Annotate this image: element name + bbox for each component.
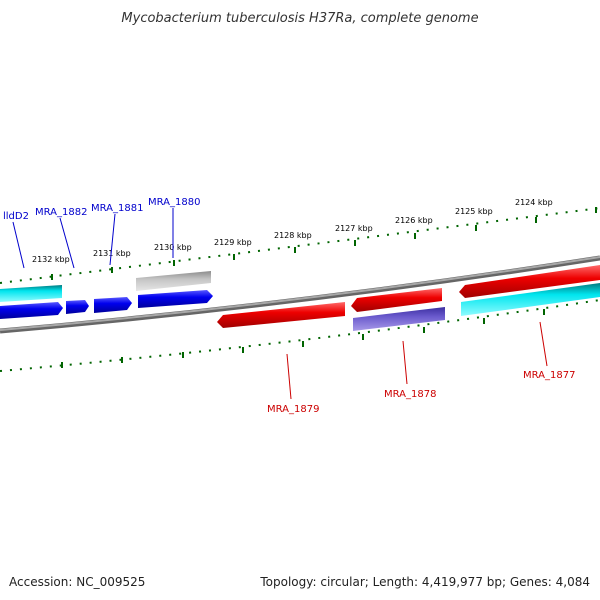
gene-feature-cyan-right[interactable] — [461, 283, 600, 316]
gene-arrow-MRA_1882[interactable] — [66, 300, 89, 314]
gene-arrow-MRA_1878[interactable] — [351, 288, 442, 312]
accession-text: Accession: NC_009525 — [9, 575, 145, 589]
gene-arrow-MRA_1880[interactable] — [138, 290, 213, 308]
gene-label-MRA_1882[interactable]: MRA_1882 — [35, 207, 87, 218]
gene-feature-purple[interactable] — [353, 307, 445, 331]
inner-ruler — [0, 299, 600, 372]
gene-arrow-MRA_1877[interactable] — [459, 265, 600, 298]
gene-arrow-lldD2[interactable] — [0, 302, 63, 319]
gene-label-lldD2[interactable]: lldD2 — [3, 211, 29, 222]
gene-feature-cyan[interactable] — [0, 285, 62, 302]
kbp-label: 2125 kbp — [455, 207, 493, 216]
gene-arrow-MRA_1881[interactable] — [94, 297, 132, 313]
reverse-genes — [217, 265, 600, 331]
kbp-label: 2124 kbp — [515, 198, 553, 207]
gene-label-MRA_1877[interactable]: MRA_1877 — [523, 370, 575, 381]
kbp-label: 2127 kbp — [335, 224, 373, 233]
genome-backbone — [0, 255, 600, 334]
topology-text: Topology: circular; Length: 4,419,977 bp… — [259, 575, 590, 589]
gene-feature-gray[interactable] — [136, 271, 211, 291]
genome-title: Mycobacterium tuberculosis H37Ra, comple… — [121, 11, 478, 26]
kbp-label: 2128 kbp — [274, 231, 312, 240]
gene-label-MRA_1881[interactable]: MRA_1881 — [91, 203, 143, 214]
kbp-label: 2129 kbp — [214, 238, 252, 247]
gene-labels: lldD2 MRA_1882 MRA_1881 MRA_1880 MRA_187… — [3, 197, 575, 415]
outer-ruler — [0, 207, 600, 284]
forward-genes — [0, 271, 213, 319]
label-leaders — [12, 208, 548, 400]
kbp-label: 2126 kbp — [395, 216, 433, 225]
gene-label-MRA_1878[interactable]: MRA_1878 — [384, 389, 436, 400]
gene-arrow-MRA_1879[interactable] — [217, 302, 345, 328]
gene-label-MRA_1880[interactable]: MRA_1880 — [148, 197, 200, 208]
kbp-label: 2132 kbp — [32, 255, 70, 264]
gene-label-MRA_1879[interactable]: MRA_1879 — [267, 404, 319, 415]
kbp-label: 2131 kbp — [93, 249, 131, 258]
